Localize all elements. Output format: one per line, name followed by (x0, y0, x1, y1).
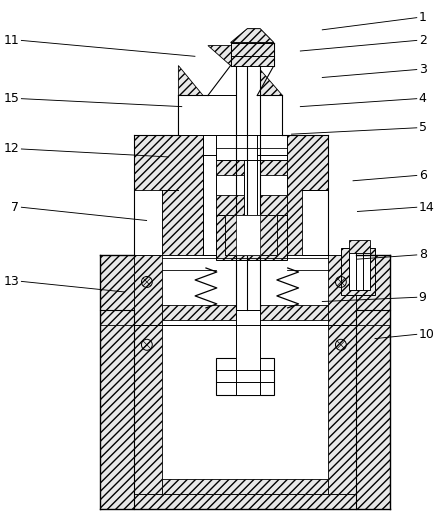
Bar (328, 255, 355, 325)
Bar (260, 195, 287, 215)
Bar (99, 310, 390, 509)
Bar (341, 248, 376, 295)
Text: 15: 15 (4, 92, 20, 105)
Text: 5: 5 (419, 121, 427, 134)
Bar (260, 155, 287, 175)
Text: 12: 12 (4, 142, 20, 156)
Bar (349, 253, 371, 290)
Text: 4: 4 (419, 92, 426, 105)
Bar (216, 358, 274, 395)
Polygon shape (231, 29, 274, 42)
Bar (203, 135, 257, 255)
Bar (134, 325, 161, 494)
Polygon shape (208, 46, 274, 65)
Text: 3: 3 (419, 63, 426, 76)
Bar (260, 155, 287, 215)
Bar (134, 325, 355, 494)
Bar (349, 240, 371, 253)
Polygon shape (257, 65, 282, 135)
Bar (161, 305, 328, 320)
Text: 10: 10 (419, 328, 434, 341)
Bar (216, 155, 244, 215)
Bar (134, 255, 161, 325)
Bar (99, 255, 390, 325)
Bar (235, 215, 260, 255)
Bar (216, 215, 287, 260)
Polygon shape (178, 96, 282, 135)
Text: 2: 2 (419, 34, 426, 47)
Bar (328, 325, 355, 494)
Text: 14: 14 (419, 201, 434, 214)
Bar (216, 195, 244, 215)
Text: 8: 8 (419, 249, 427, 261)
Bar (231, 42, 274, 65)
Text: 11: 11 (4, 34, 20, 47)
Polygon shape (178, 65, 203, 135)
Bar (235, 40, 260, 310)
Text: 13: 13 (4, 275, 20, 288)
Bar (235, 310, 260, 395)
Bar (235, 40, 248, 310)
Bar (248, 40, 260, 310)
Bar (178, 96, 282, 135)
Bar (225, 215, 277, 255)
Polygon shape (134, 135, 203, 255)
Bar (225, 215, 277, 255)
Text: 7: 7 (12, 201, 20, 214)
Text: 9: 9 (419, 291, 426, 304)
Text: 1: 1 (419, 11, 426, 24)
Bar (161, 479, 328, 494)
Polygon shape (257, 135, 328, 255)
Polygon shape (257, 135, 328, 255)
Bar (134, 255, 355, 325)
Bar (216, 135, 287, 160)
Polygon shape (134, 135, 203, 255)
Text: 6: 6 (419, 169, 426, 182)
Bar (216, 155, 244, 175)
